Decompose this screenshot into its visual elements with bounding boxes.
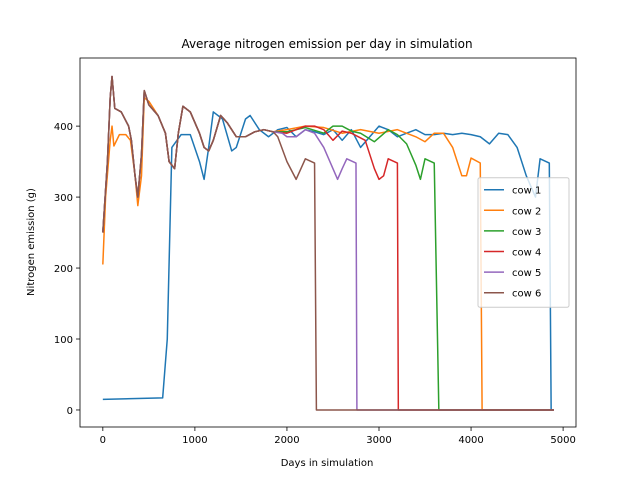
x-tick-label: 1000 [182, 435, 207, 446]
y-tick-label: 300 [54, 193, 73, 204]
data-line [102, 75, 554, 411]
x-tick-label: 0 [100, 435, 106, 446]
chart-title: Average nitrogen emission per day in sim… [181, 37, 472, 51]
legend-label: cow 1 [512, 186, 541, 197]
plot-frame [79, 57, 577, 428]
y-axis-label: Nitrogen emission (g) [26, 188, 37, 296]
y-tick-label: 400 [54, 122, 73, 133]
y-tick-label: 0 [67, 406, 73, 417]
legend-label: cow 2 [512, 206, 541, 217]
y-tick-label: 200 [54, 264, 73, 275]
legend-label: cow 4 [512, 248, 541, 259]
data-line [102, 111, 554, 411]
x-tick-label: 2000 [274, 435, 299, 446]
legend-label: cow 5 [512, 268, 541, 279]
y-tick-label: 100 [54, 335, 73, 346]
legend-label: cow 6 [512, 289, 541, 300]
legend-label: cow 3 [512, 227, 541, 238]
x-tick-label: 4000 [458, 435, 483, 446]
x-tick-label: 5000 [550, 435, 575, 446]
x-axis-label: Days in simulation [281, 458, 374, 469]
x-tick-label: 3000 [366, 435, 391, 446]
